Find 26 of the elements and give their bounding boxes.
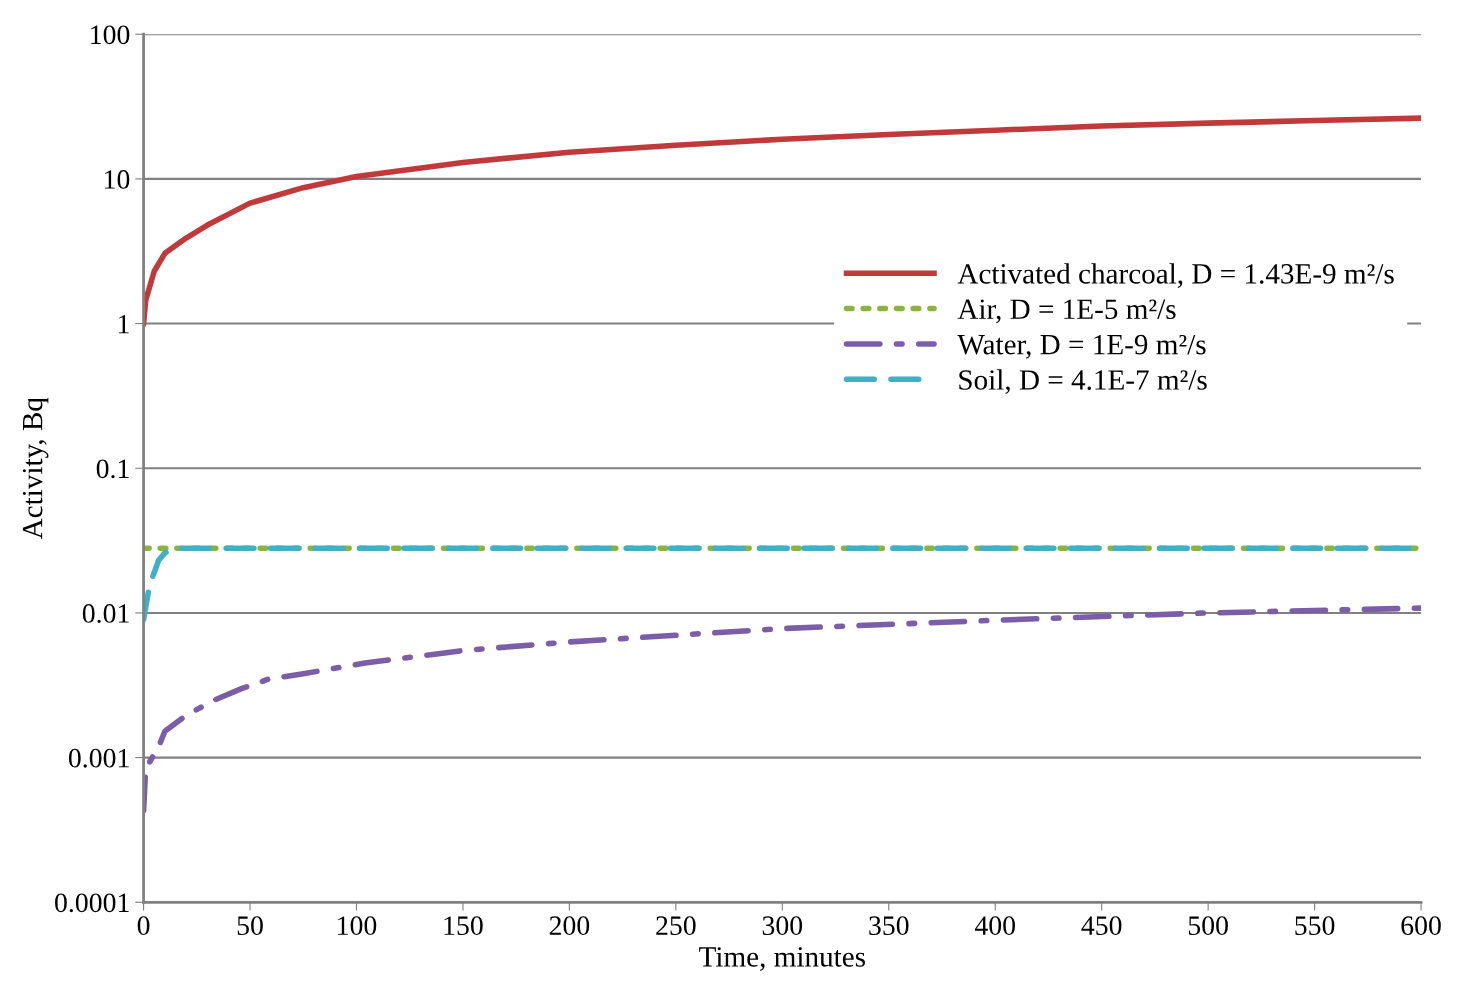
y-tick-label: 10 <box>105 170 130 189</box>
y-axis-title: Activity, Bq <box>22 397 49 540</box>
legend-label: Soil, D = 4.1E-7 m²/s <box>959 369 1207 395</box>
x-axis-title: Time, minutes <box>699 947 865 971</box>
legend-label: Water, D = 1E-9 m²/s <box>957 334 1206 359</box>
x-tick-label: 450 <box>1081 916 1122 936</box>
legend-label: Air, D = 1E-5 m²/s <box>957 299 1176 324</box>
x-tick-label: 350 <box>869 916 909 936</box>
y-tick-label: 0.0001 <box>55 893 129 913</box>
x-tick-label: 500 <box>1188 916 1228 936</box>
x-tick-label: 550 <box>1295 916 1335 936</box>
x-tick-label: 600 <box>1401 916 1441 936</box>
legend-label: Activated charcoal, D = 1.43E-9 m²/s <box>957 263 1394 288</box>
x-tick-label: 150 <box>444 916 483 936</box>
x-tick-label: 250 <box>656 916 696 936</box>
y-tick-label: 100 <box>91 25 130 45</box>
x-tick-label: 100 <box>338 916 377 936</box>
y-tick-label: 0.001 <box>68 748 129 768</box>
y-tick-label: 0.1 <box>96 459 129 479</box>
x-tick-label: 300 <box>762 916 803 936</box>
y-tick-label: 0.01 <box>82 604 129 623</box>
x-tick-label: 400 <box>974 916 1015 936</box>
x-tick-label: 0 <box>137 916 150 936</box>
x-tick-label: 200 <box>549 916 590 936</box>
y-tick-label: 1 <box>118 314 129 334</box>
x-tick-label: 50 <box>237 916 263 936</box>
